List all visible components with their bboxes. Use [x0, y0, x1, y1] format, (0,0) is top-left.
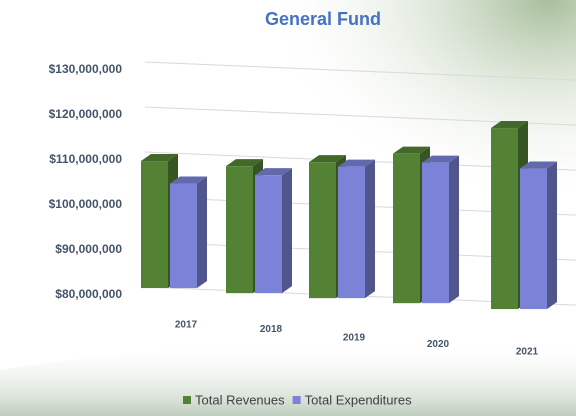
bar-top: [255, 168, 292, 176]
x-tick-label: 2018: [260, 324, 283, 335]
bar: [141, 161, 168, 289]
bar: [170, 183, 197, 289]
legend-swatch: [292, 396, 301, 404]
y-tick-label: $110,000,000: [49, 152, 122, 166]
bar: [520, 168, 547, 310]
legend-label: Total Expenditures: [305, 392, 412, 407]
bar-top: [491, 121, 528, 129]
bar-top: [422, 155, 459, 163]
background-wave: [0, 340, 576, 416]
bar: [491, 128, 518, 310]
bar-top: [338, 159, 375, 167]
bar-side: [282, 168, 292, 294]
bar-side: [449, 155, 459, 304]
legend-swatch: [183, 396, 191, 404]
bar: [338, 166, 365, 299]
chart-title: General Fund: [265, 9, 381, 29]
grid-line: [144, 61, 576, 81]
x-tick-label: 2020: [427, 339, 450, 350]
bar-top: [226, 159, 263, 167]
y-tick-label: $80,000,000: [55, 287, 122, 301]
bar-side: [547, 161, 557, 310]
bar-top: [520, 161, 557, 169]
bar: [309, 162, 336, 299]
bar-side: [197, 176, 207, 289]
y-tick-label: $90,000,000: [55, 242, 122, 256]
bar-top: [141, 154, 178, 162]
bar: [226, 166, 253, 294]
bar-side: [365, 159, 375, 299]
bar: [422, 162, 449, 304]
legend-label: Total Revenues: [195, 392, 285, 407]
bar: [393, 153, 420, 304]
x-tick-label: 2021: [516, 346, 539, 357]
x-tick-label: 2017: [175, 319, 198, 330]
y-tick-label: $120,000,000: [49, 107, 123, 121]
y-tick-label: $130,000,000: [49, 62, 123, 76]
x-tick-label: 2019: [343, 332, 366, 343]
bar: [255, 175, 282, 294]
bar-top: [170, 176, 207, 184]
bar-top: [393, 146, 430, 154]
y-tick-label: $100,000,000: [49, 197, 123, 211]
bar-top: [309, 155, 346, 163]
